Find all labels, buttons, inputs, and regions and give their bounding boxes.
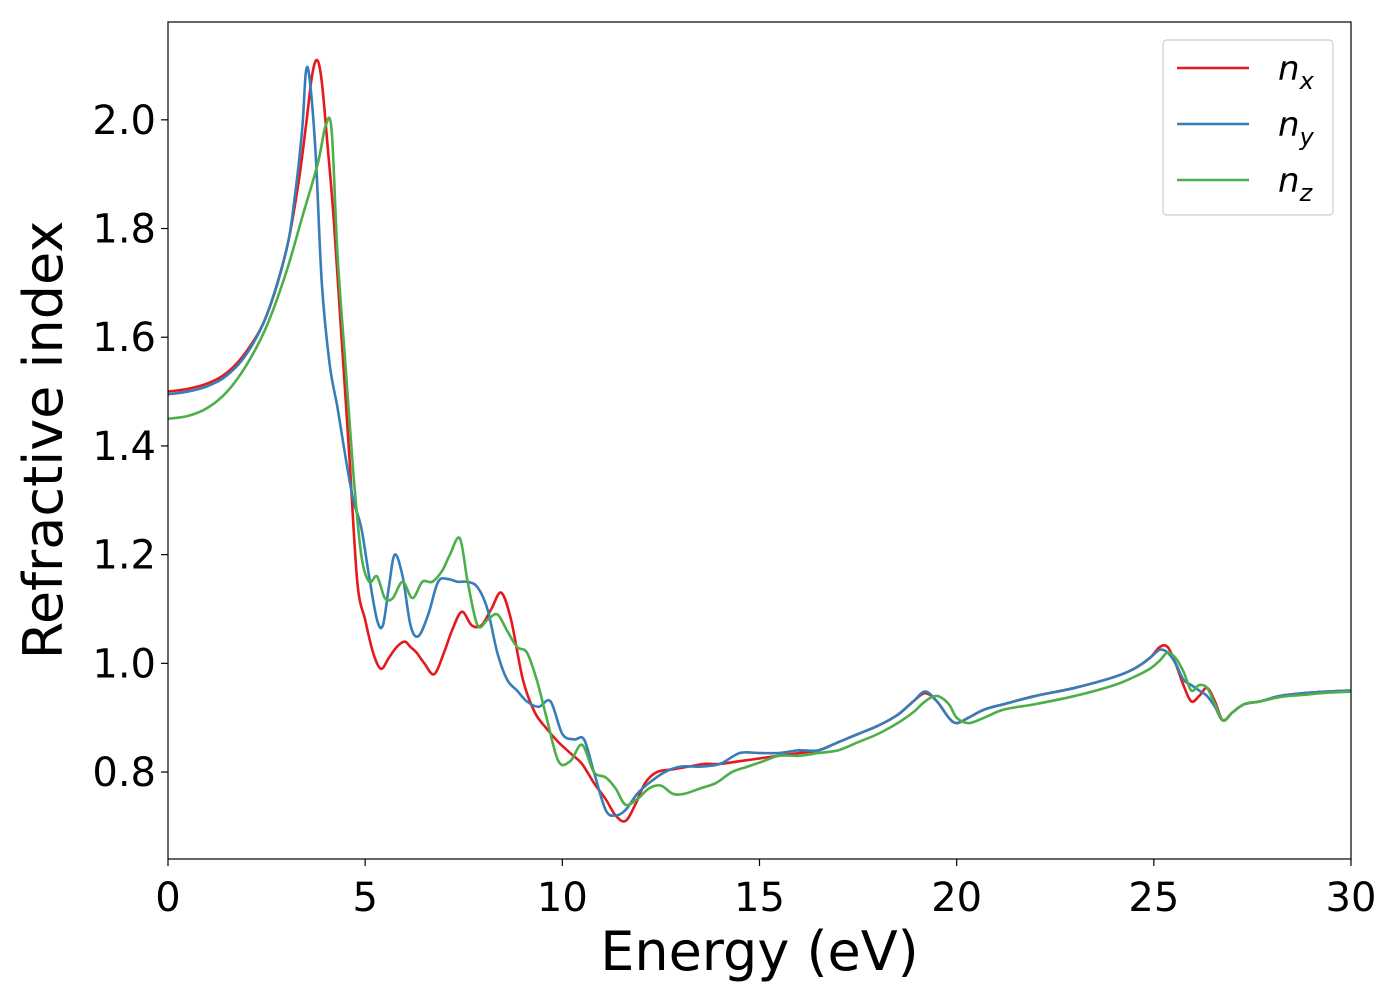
x-axis-title: Energy (eV) bbox=[600, 920, 919, 983]
y-tick-label: 1.0 bbox=[92, 641, 156, 687]
x-tick-label: 5 bbox=[352, 875, 377, 921]
y-tick-label: 1.4 bbox=[92, 424, 156, 470]
x-tick-label: 0 bbox=[155, 875, 180, 921]
legend-label-x: nx bbox=[1278, 49, 1315, 95]
y-tick-label: 1.2 bbox=[92, 533, 156, 579]
x-tick-label: 10 bbox=[537, 875, 588, 921]
y-tick-label: 1.6 bbox=[92, 315, 156, 361]
series-line-n-z bbox=[168, 116, 1351, 807]
x-tick-label: 15 bbox=[734, 875, 785, 921]
y-tick-label: 1.8 bbox=[92, 207, 156, 253]
x-tick-label: 25 bbox=[1128, 875, 1179, 921]
series-line-n-x bbox=[168, 58, 1351, 823]
series-layer bbox=[168, 58, 1351, 823]
legend-label-y: ny bbox=[1278, 105, 1315, 151]
x-tick-label: 30 bbox=[1326, 875, 1377, 921]
y-tick-label: 0.8 bbox=[92, 750, 156, 796]
legend-label-z: nz bbox=[1278, 161, 1314, 207]
x-tick-label: 20 bbox=[931, 875, 982, 921]
legend: nx ny nz bbox=[1162, 39, 1334, 216]
legend-box bbox=[1162, 39, 1334, 216]
y-tick-label: 2.0 bbox=[92, 98, 156, 144]
ticks-layer: 0 5 10 15 20 25 30 0.8 1.0 1.2 1.4 1.6 1.8 2.0 bbox=[92, 98, 1376, 921]
y-axis-title: Refractive index bbox=[12, 221, 75, 660]
series-line-n-y bbox=[168, 65, 1351, 818]
